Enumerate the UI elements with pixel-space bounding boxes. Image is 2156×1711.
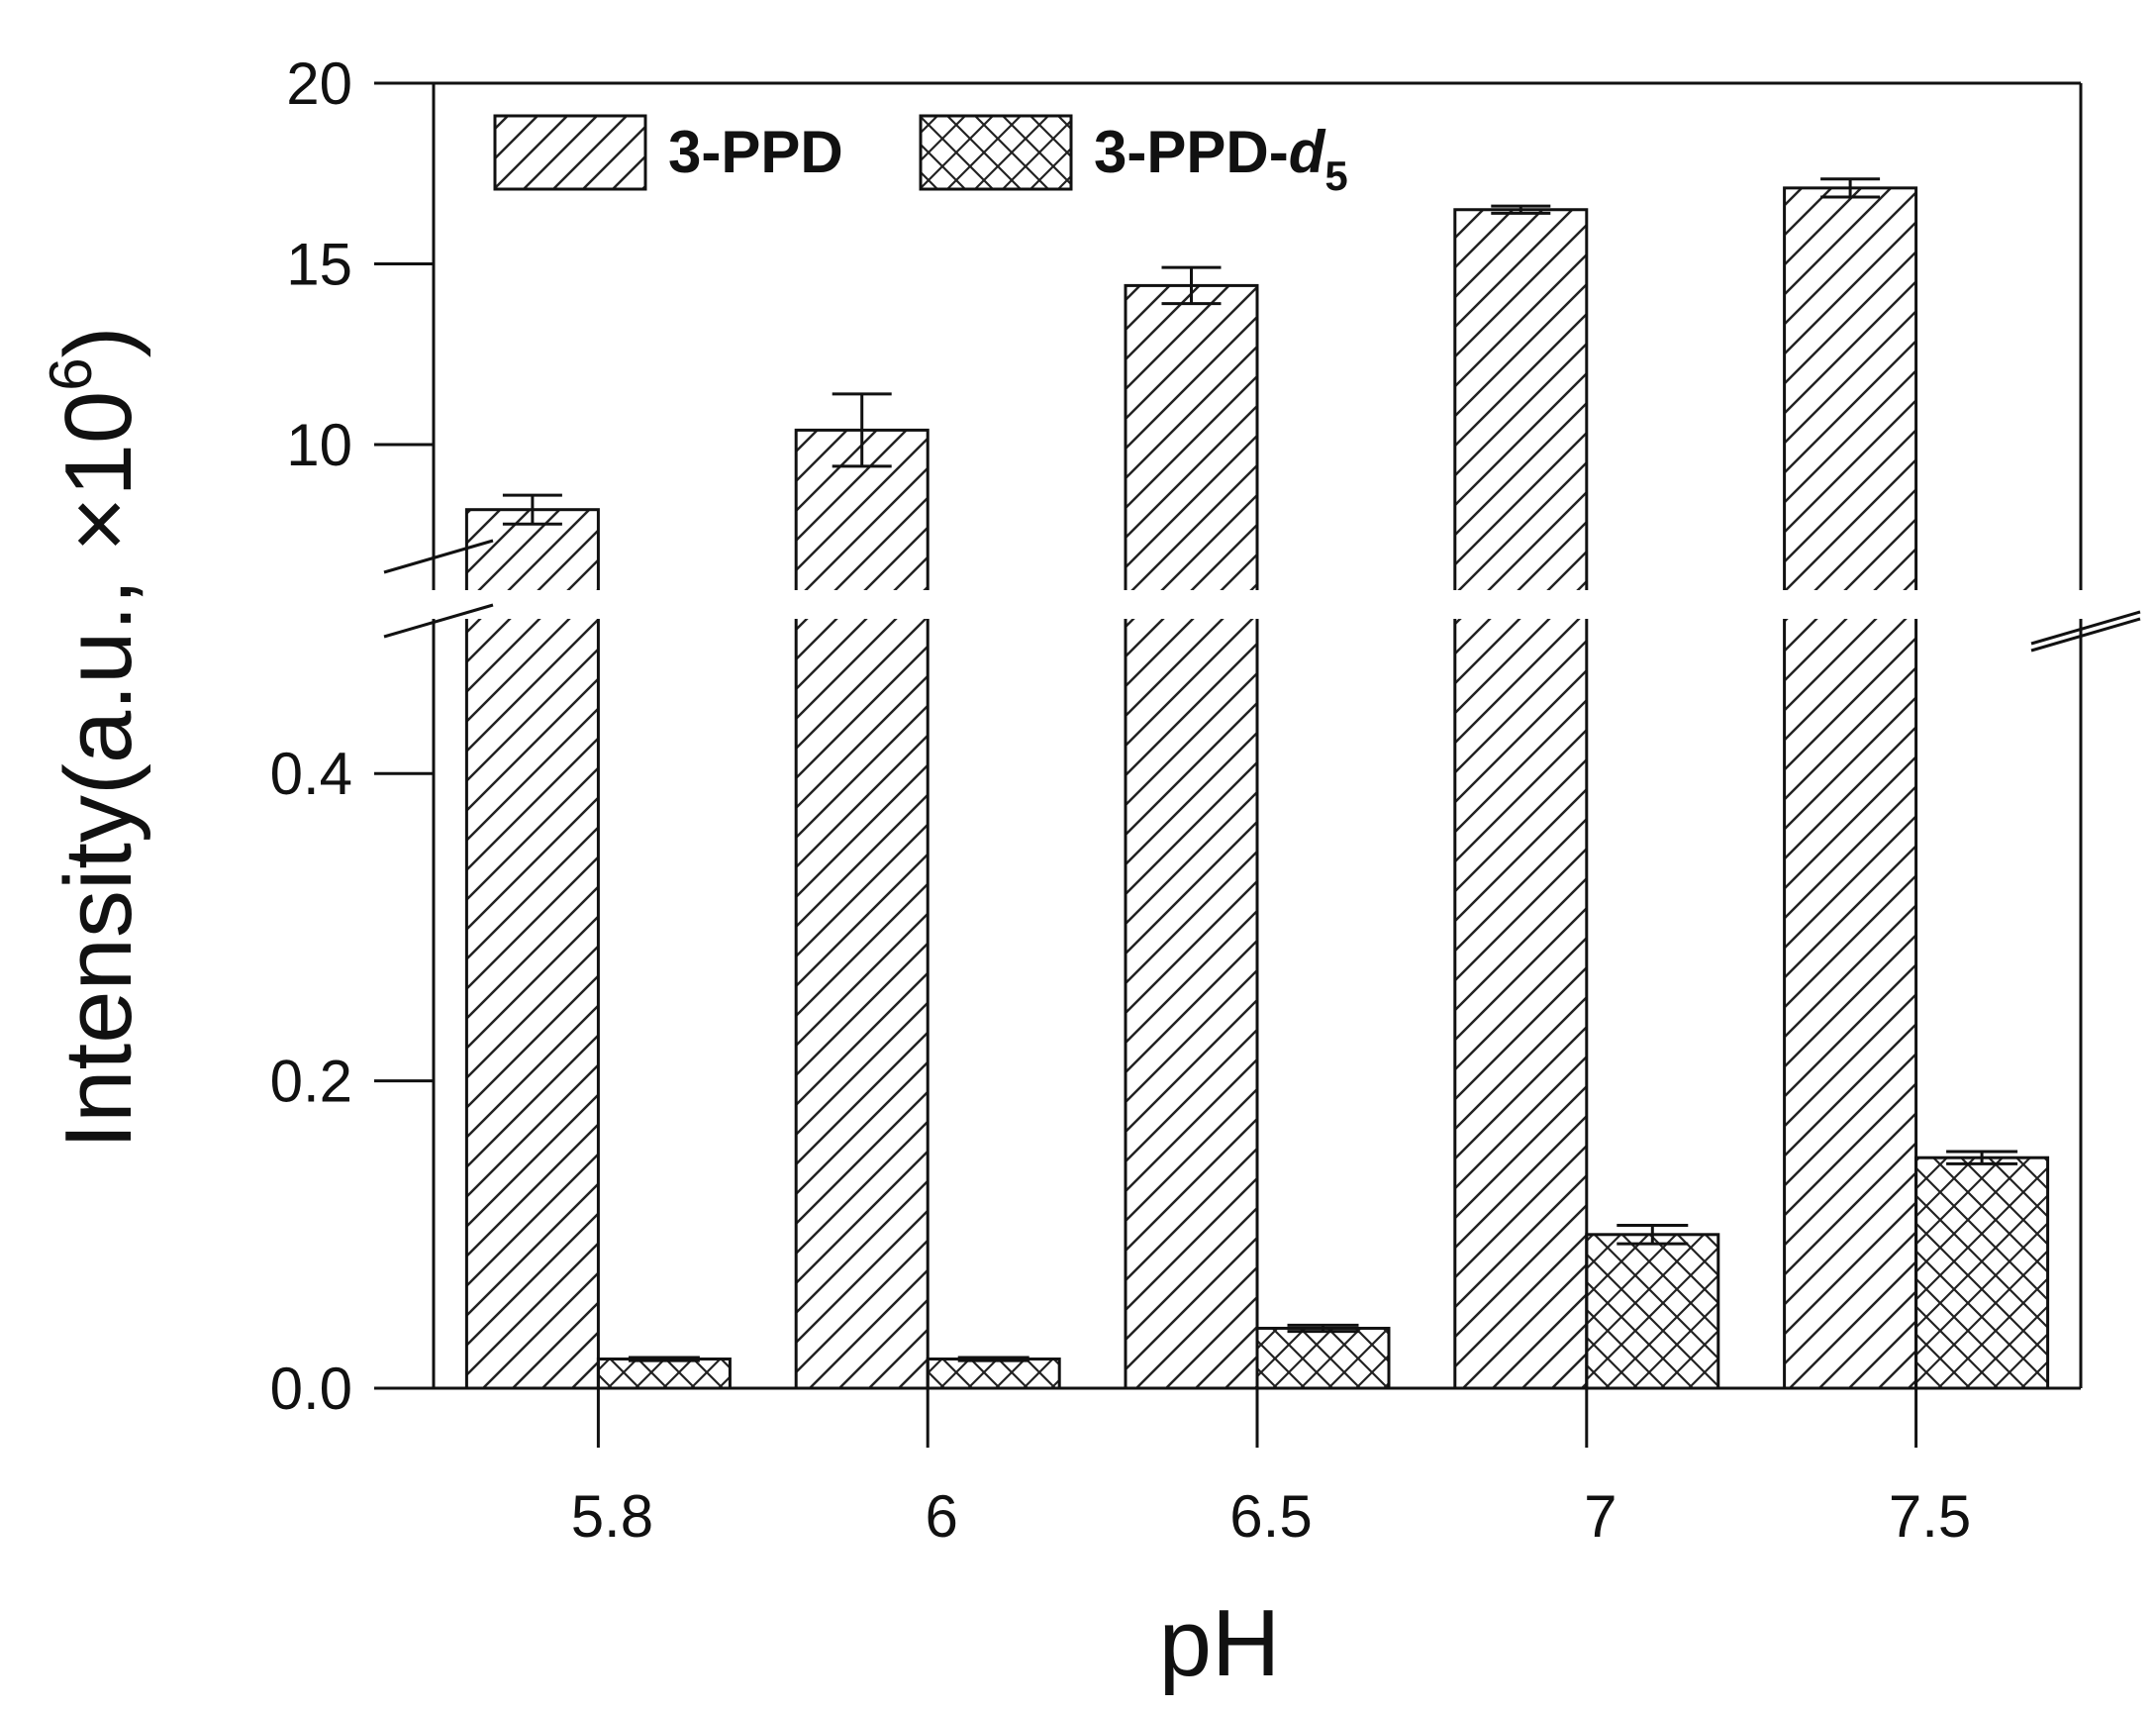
x-tick-label: 6.5 xyxy=(1229,1483,1312,1550)
bar xyxy=(1914,1156,2050,1390)
bar xyxy=(926,1358,1061,1390)
y-axis-title-close: ) xyxy=(46,326,151,357)
y-axis-title-main: Intensity(a.u., ×10 xyxy=(46,391,151,1150)
y-axis-title: Intensity(a.u., ×106) xyxy=(38,326,151,1149)
x-tick-label: 7.5 xyxy=(1889,1483,1971,1550)
axis-break-mark xyxy=(383,539,494,574)
bar xyxy=(1585,1233,1720,1390)
y-tick-label: 0.0 xyxy=(270,1356,352,1422)
axis-break-mark xyxy=(383,603,494,639)
bar xyxy=(1453,208,1589,1390)
bar xyxy=(1783,186,1918,1390)
y-tick-label: 0.4 xyxy=(270,741,352,807)
y-tick-label: 10 xyxy=(286,412,352,478)
x-tick-label: 5.8 xyxy=(571,1483,653,1550)
bar xyxy=(1124,283,1259,1390)
axis-break-mark xyxy=(2030,617,2141,653)
x-tick-label: 7 xyxy=(1584,1483,1617,1550)
legend-swatch-3-ppd-d5 xyxy=(919,114,1073,191)
plot-area: 0.0 0.2 0.4 10 15 20 5.8 6 6.5 7 7.5 xyxy=(270,50,2156,1550)
y-tick-label: 0.2 xyxy=(270,1049,352,1115)
x-axis-title: pH xyxy=(1159,1590,1281,1696)
bar xyxy=(1255,1326,1391,1390)
legend-label-subscript: 5 xyxy=(1324,152,1347,199)
legend-label-main: 3-PPD- xyxy=(1094,119,1289,185)
legend-label-italic: d xyxy=(1289,119,1326,185)
legend-swatch-3-ppd xyxy=(493,114,647,191)
axis-break-gap xyxy=(354,590,2156,619)
legend-label-3-ppd-d5: 3-PPD-d5 xyxy=(1094,119,1348,199)
y-axis-title-superscript: 6 xyxy=(38,357,104,390)
legend: 3-PPD 3-PPD-d5 xyxy=(493,114,1348,199)
bar xyxy=(596,1358,732,1390)
x-tick-label: 6 xyxy=(926,1483,958,1550)
bar xyxy=(794,428,930,1390)
y-tick-label: 15 xyxy=(286,232,352,298)
y-tick-label: 20 xyxy=(286,50,352,117)
bar xyxy=(464,508,600,1390)
legend-label-3-ppd: 3-PPD xyxy=(668,119,843,185)
axis-break-mark xyxy=(2030,610,2141,646)
